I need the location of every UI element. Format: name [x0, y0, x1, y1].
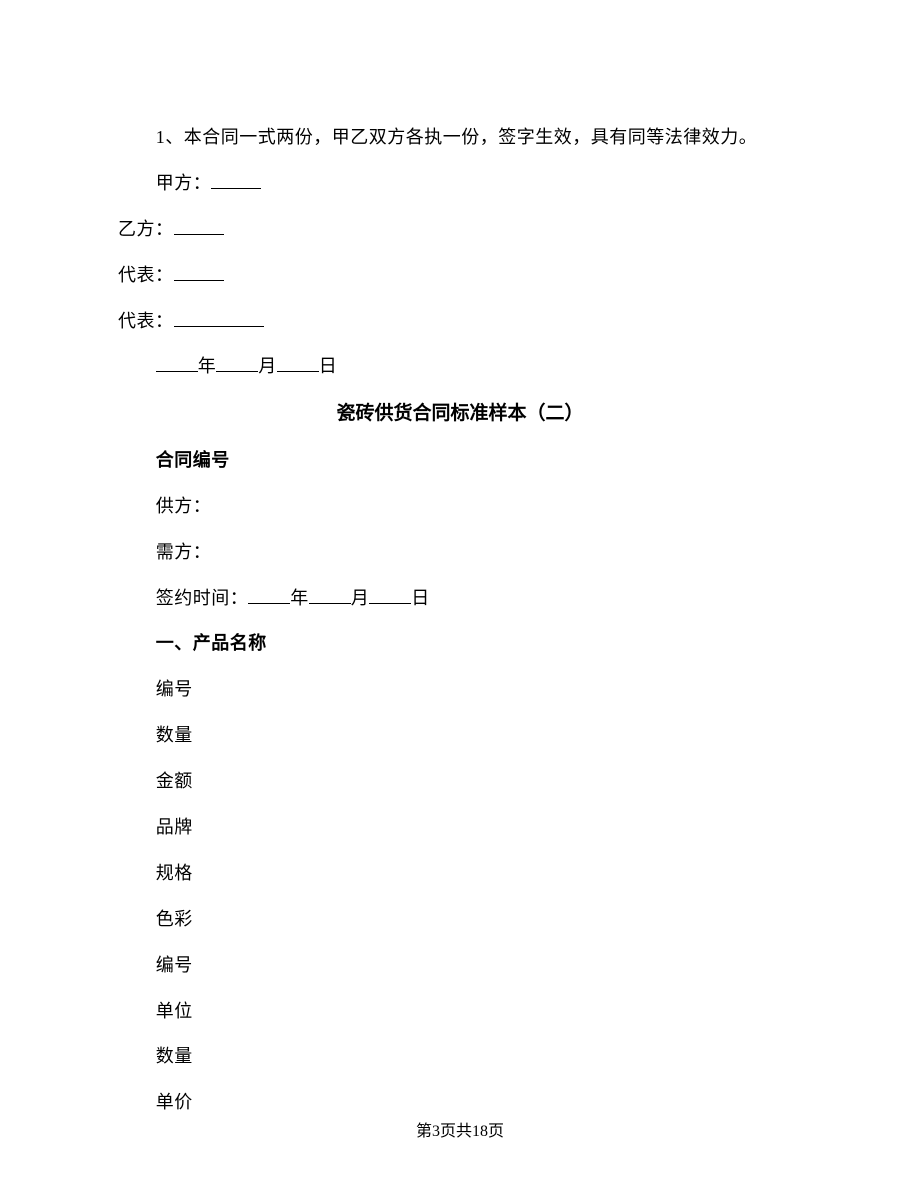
blank-year — [248, 586, 290, 604]
field-2: 数量 — [118, 713, 802, 759]
month-char: 月 — [351, 588, 370, 608]
section-title-2: 瓷砖供货合同标准样本（二） — [118, 390, 802, 438]
blank-line — [174, 217, 224, 235]
rep-line-1: 代表： — [118, 253, 802, 299]
party-b-label: 乙方： — [118, 219, 174, 239]
clause-1: 1、本合同一式两份，甲乙双方各执一份，签字生效，具有同等法律效力。 — [118, 115, 802, 161]
blank-year — [156, 354, 198, 372]
blank-line — [174, 309, 264, 327]
sign-time-label: 签约时间： — [156, 588, 249, 608]
blank-day — [277, 354, 319, 372]
supplier-line: 供方： — [118, 484, 802, 530]
field-9: 数量 — [118, 1034, 802, 1080]
field-5: 规格 — [118, 851, 802, 897]
rep-label: 代表： — [118, 265, 174, 285]
party-a-label: 甲方： — [156, 173, 212, 193]
rep-label: 代表： — [118, 311, 174, 331]
sign-time-line: 签约时间： 年 月 日 — [118, 576, 802, 622]
blank-line — [211, 171, 261, 189]
page-content: 1、本合同一式两份，甲乙双方各执一份，签字生效，具有同等法律效力。 甲方： 乙方… — [0, 0, 920, 1126]
year-char: 年 — [198, 356, 217, 376]
day-char: 日 — [411, 588, 430, 608]
field-7: 编号 — [118, 943, 802, 989]
year-char: 年 — [290, 588, 309, 608]
field-1: 编号 — [118, 667, 802, 713]
field-4: 品牌 — [118, 805, 802, 851]
contract-number-label: 合同编号 — [118, 438, 802, 484]
party-a-line: 甲方： — [118, 161, 802, 207]
blank-month — [216, 354, 258, 372]
field-8: 单位 — [118, 989, 802, 1035]
date-line-1: 年月日 — [118, 344, 802, 390]
buyer-line: 需方： — [118, 530, 802, 576]
rep-line-2: 代表： — [118, 299, 802, 345]
blank-day — [369, 586, 411, 604]
day-char: 日 — [319, 356, 338, 376]
blank-line — [174, 263, 224, 281]
field-3: 金额 — [118, 759, 802, 805]
page-footer: 第3页共18页 — [0, 1117, 920, 1141]
party-b-line: 乙方： — [118, 207, 802, 253]
section-1-title: 一、产品名称 — [118, 621, 802, 667]
month-char: 月 — [258, 356, 277, 376]
field-6: 色彩 — [118, 897, 802, 943]
blank-month — [309, 586, 351, 604]
